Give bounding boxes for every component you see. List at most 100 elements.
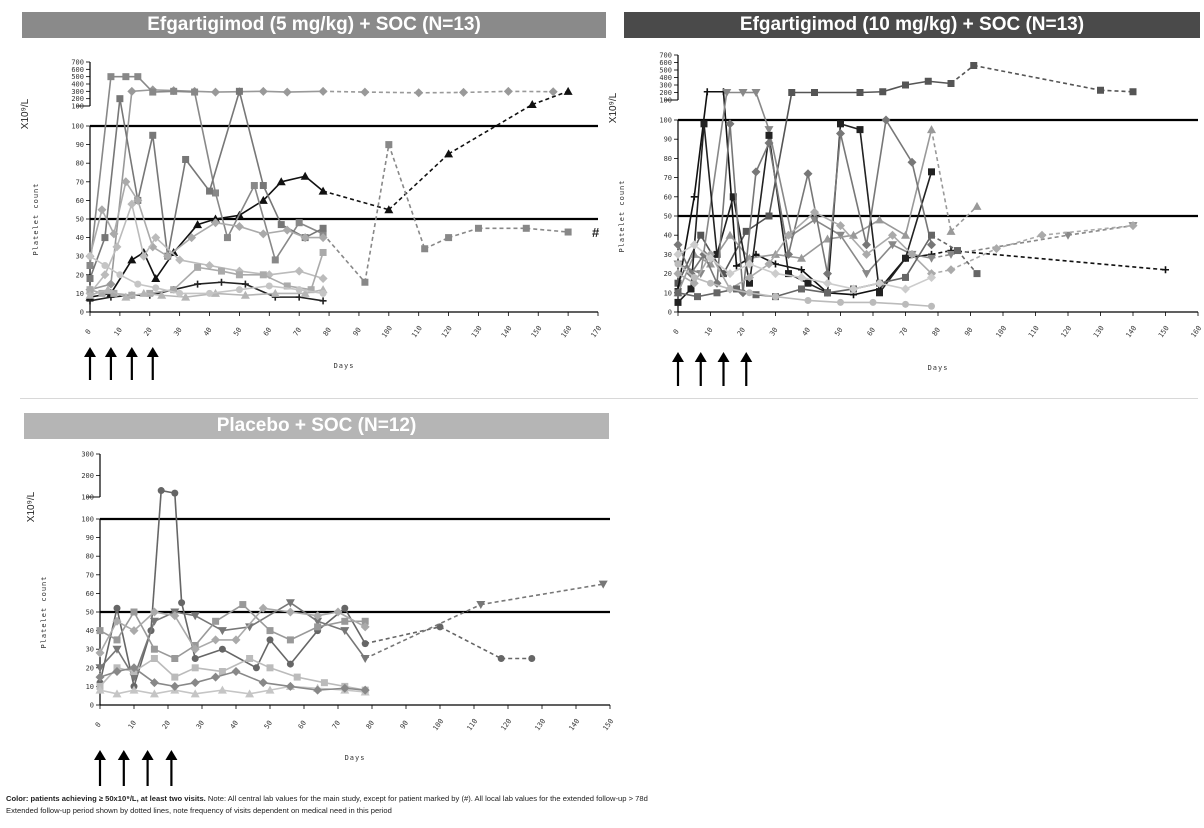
data-point [360,685,370,695]
series-segment [242,603,271,632]
series-5 [85,199,328,298]
series-segment [215,292,246,297]
series-segment [89,237,106,279]
series-segment [116,203,133,248]
data-point [282,225,292,235]
data-point [112,667,122,677]
data-point [927,272,936,282]
patient-marker-hash: # [592,225,600,240]
data-point [150,645,158,653]
data-point [231,635,241,645]
data-point [239,601,247,609]
x-tick-label: 100 [431,717,445,732]
series-3 [86,87,327,283]
data-point [798,266,805,274]
data-point [972,201,982,210]
footer-line-1: Color: patients achieving ≥ 50x10⁹/L, at… [6,793,1196,805]
footer-rest-text: Note: All central lab values for the mai… [205,794,648,803]
data-point [811,89,818,96]
data-point [258,229,268,239]
data-point [810,207,819,217]
data-point [875,278,884,288]
x-tick-label: 50 [263,719,274,731]
series-segment [317,620,345,628]
series-segment [173,283,198,291]
data-point [277,221,285,229]
data-point [319,289,327,297]
data-point [970,62,978,69]
series-segment [928,80,952,85]
data-point [258,603,268,613]
series-segment [690,123,705,290]
series-1 [95,580,608,682]
data-point [696,270,706,279]
series-segment [853,282,880,290]
data-point [190,644,200,654]
dose-arrow-head [117,750,130,760]
data-point [764,259,774,269]
data-point [928,302,935,310]
data-point [178,599,186,607]
series-segment [722,91,738,266]
series-segment [807,173,829,274]
data-point [212,617,220,625]
x-tick-label: 30 [768,326,779,338]
series-segment [222,657,250,673]
data-point [95,664,105,673]
data-point [286,660,294,668]
data-point [103,285,113,294]
data-point [788,89,796,96]
data-point [798,285,805,293]
series-segment [463,90,509,94]
data-point [699,249,709,259]
series-segment [930,129,952,232]
series-segment [364,144,390,283]
series-segment [274,222,300,261]
data-point [235,87,243,95]
y-tick-label: 0 [668,309,672,317]
data-point [927,125,936,134]
series-segment [226,185,256,238]
series-segment [179,259,210,267]
data-point [1162,266,1169,274]
series-segment [865,244,894,275]
series-segment [131,203,145,257]
y-tick-label: 90 [664,136,672,144]
data-point [318,233,328,243]
data-point [361,640,369,648]
data-point [548,87,558,97]
data-point [856,126,864,134]
data-point [95,672,105,682]
y-tick-label: 10 [86,683,94,691]
data-point [101,262,109,269]
dose-arrow-icon [717,352,730,386]
series-segment [950,205,978,232]
series-segment [801,276,828,284]
data-point [113,636,121,644]
data-point [151,233,161,243]
data-point [116,95,124,103]
series-segment [143,292,162,297]
y-tick-label-upper: 200 [81,472,94,480]
data-point [152,284,160,292]
y-tick-label-upper: 300 [659,82,672,90]
series-segment [448,103,533,155]
data-point [856,89,864,96]
data-point [286,636,294,644]
series-segment [755,142,770,173]
series-segment [775,263,802,271]
dose-arrow-head [84,347,96,357]
data-point [784,249,793,259]
series-segment [344,630,366,659]
data-point [121,177,131,187]
data-point [745,259,754,269]
dose-arrow-head [717,352,730,362]
data-point [107,73,115,81]
series-segment [839,133,868,245]
series-segment [775,272,802,279]
series-segment [768,129,793,236]
data-point [191,664,199,672]
series-segment [878,257,907,294]
data-point [1128,221,1138,231]
